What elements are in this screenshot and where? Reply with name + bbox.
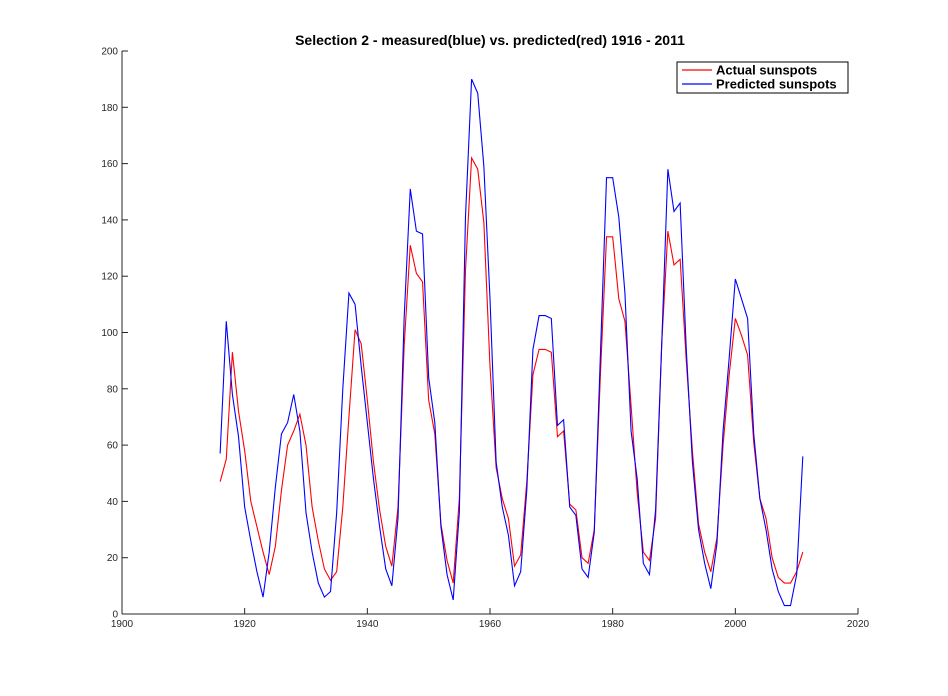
y-tick-label-160: 160	[101, 159, 118, 170]
y-ticks: 0 20 40 60 80 100 120 140 160 180 200	[101, 47, 128, 621]
y-tick-label-0: 0	[112, 610, 118, 621]
x-tick-label-1920: 1920	[234, 619, 257, 630]
y-tick-label-180: 180	[101, 103, 118, 114]
y-tick-label-80: 80	[107, 384, 119, 395]
series-line-actual-sunspots	[219, 156, 804, 584]
y-tick-label-200: 200	[101, 47, 118, 58]
chart-title: Selection 2 - measured(blue) vs. predict…	[295, 32, 685, 48]
y-tick-label-120: 120	[101, 272, 118, 283]
x-tick-label-2020: 2020	[847, 619, 870, 630]
series-layer	[219, 78, 804, 607]
y-tick-label-140: 140	[101, 215, 118, 226]
y-tick-label-60: 60	[107, 441, 119, 452]
legend-label-actual: Actual sunspots	[716, 63, 817, 78]
legend: Actual sunspots Predicted sunspots	[676, 61, 849, 94]
series-line-predicted-sunspots	[219, 78, 804, 607]
x-tick-label-1900: 1900	[111, 619, 134, 630]
x-tick-label-2000: 2000	[724, 619, 747, 630]
legend-label-predicted: Predicted sunspots	[716, 77, 837, 92]
y-tick-label-20: 20	[107, 553, 119, 564]
x-tick-label-1960: 1960	[479, 619, 502, 630]
y-tick-label-40: 40	[107, 497, 119, 508]
x-tick-label-1940: 1940	[356, 619, 379, 630]
x-ticks: 1900 1920 1940 1960 1980 2000 2020	[111, 608, 870, 630]
legend-box	[676, 61, 849, 94]
y-tick-label-100: 100	[101, 328, 118, 339]
x-tick-label-1980: 1980	[602, 619, 625, 630]
